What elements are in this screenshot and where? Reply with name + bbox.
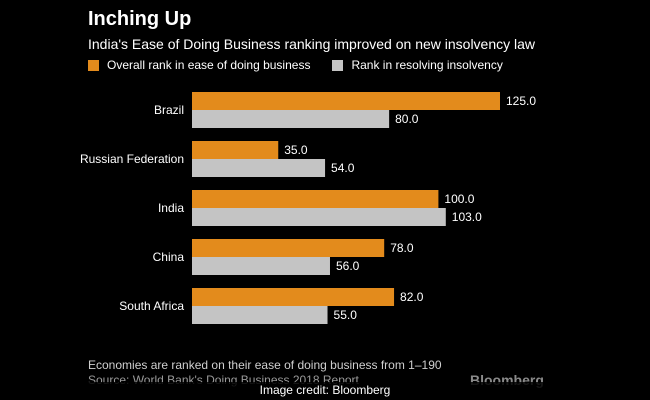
category-label-1: Russian Federation [80, 152, 184, 166]
chart-title: Inching Up [88, 8, 192, 30]
category-label-3: China [153, 250, 185, 264]
legend-swatch-resolving [332, 59, 344, 71]
bar-label-resolving-1: 54.0 [331, 161, 355, 175]
legend-label-overall: Overall rank in ease of doing business [107, 58, 311, 72]
bar-label-overall-4: 82.0 [400, 290, 424, 304]
category-label-2: India [158, 201, 184, 215]
bar-resolving-1 [192, 159, 326, 177]
legend: Overall rank in ease of doing business R… [88, 58, 525, 72]
bar-label-resolving-4: 55.0 [334, 308, 358, 322]
bar-resolving-2 [192, 208, 446, 226]
footnote: Economies are ranked on their ease of do… [88, 358, 442, 372]
bar-label-resolving-3: 56.0 [336, 259, 360, 273]
bar-label-resolving-2: 103.0 [452, 210, 482, 224]
image-credit: Image credit: Bloomberg [259, 383, 391, 397]
credit-bar [0, 382, 650, 400]
bar-resolving-0 [192, 110, 390, 128]
legend-item-resolving: Rank in resolving insolvency [332, 58, 503, 72]
bar-overall-4 [192, 288, 395, 306]
category-label-0: Brazil [154, 103, 184, 117]
legend-label-resolving: Rank in resolving insolvency [351, 58, 503, 72]
bar-overall-0 [192, 92, 500, 110]
bar-label-resolving-0: 80.0 [395, 112, 419, 126]
bar-resolving-3 [192, 257, 330, 275]
bar-label-overall-1: 35.0 [284, 143, 308, 157]
chart-subtitle: India's Ease of Doing Business ranking i… [88, 36, 536, 52]
bar-overall-3 [192, 239, 385, 257]
bar-label-overall-0: 125.0 [506, 94, 536, 108]
bar-overall-2 [192, 190, 439, 208]
legend-swatch-overall [88, 59, 99, 71]
bar-overall-1 [192, 141, 279, 159]
bar-resolving-4 [192, 306, 328, 324]
bar-label-overall-3: 78.0 [390, 241, 414, 255]
legend-item-overall: Overall rank in ease of doing business [88, 58, 310, 72]
category-label-4: South Africa [119, 299, 184, 313]
bar-label-overall-2: 100.0 [444, 192, 474, 206]
